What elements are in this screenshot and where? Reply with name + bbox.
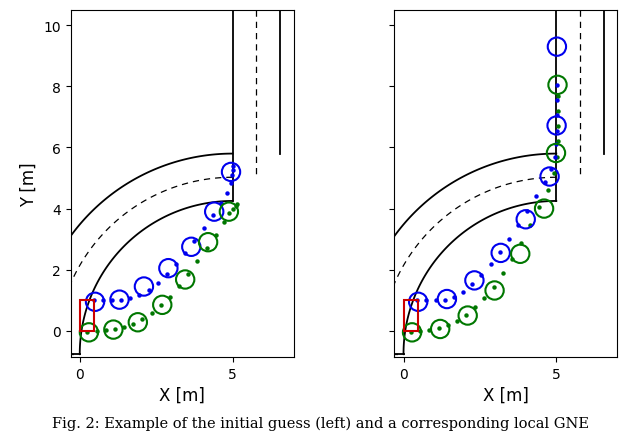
- Bar: [403, 300, 418, 331]
- Bar: [80, 300, 95, 331]
- X-axis label: X [m]: X [m]: [483, 386, 529, 404]
- Text: Fig. 2: Example of the initial guess (left) and a corresponding local GNE: Fig. 2: Example of the initial guess (le…: [51, 416, 589, 430]
- Y-axis label: Y [m]: Y [m]: [20, 162, 38, 206]
- X-axis label: X [m]: X [m]: [159, 386, 205, 404]
